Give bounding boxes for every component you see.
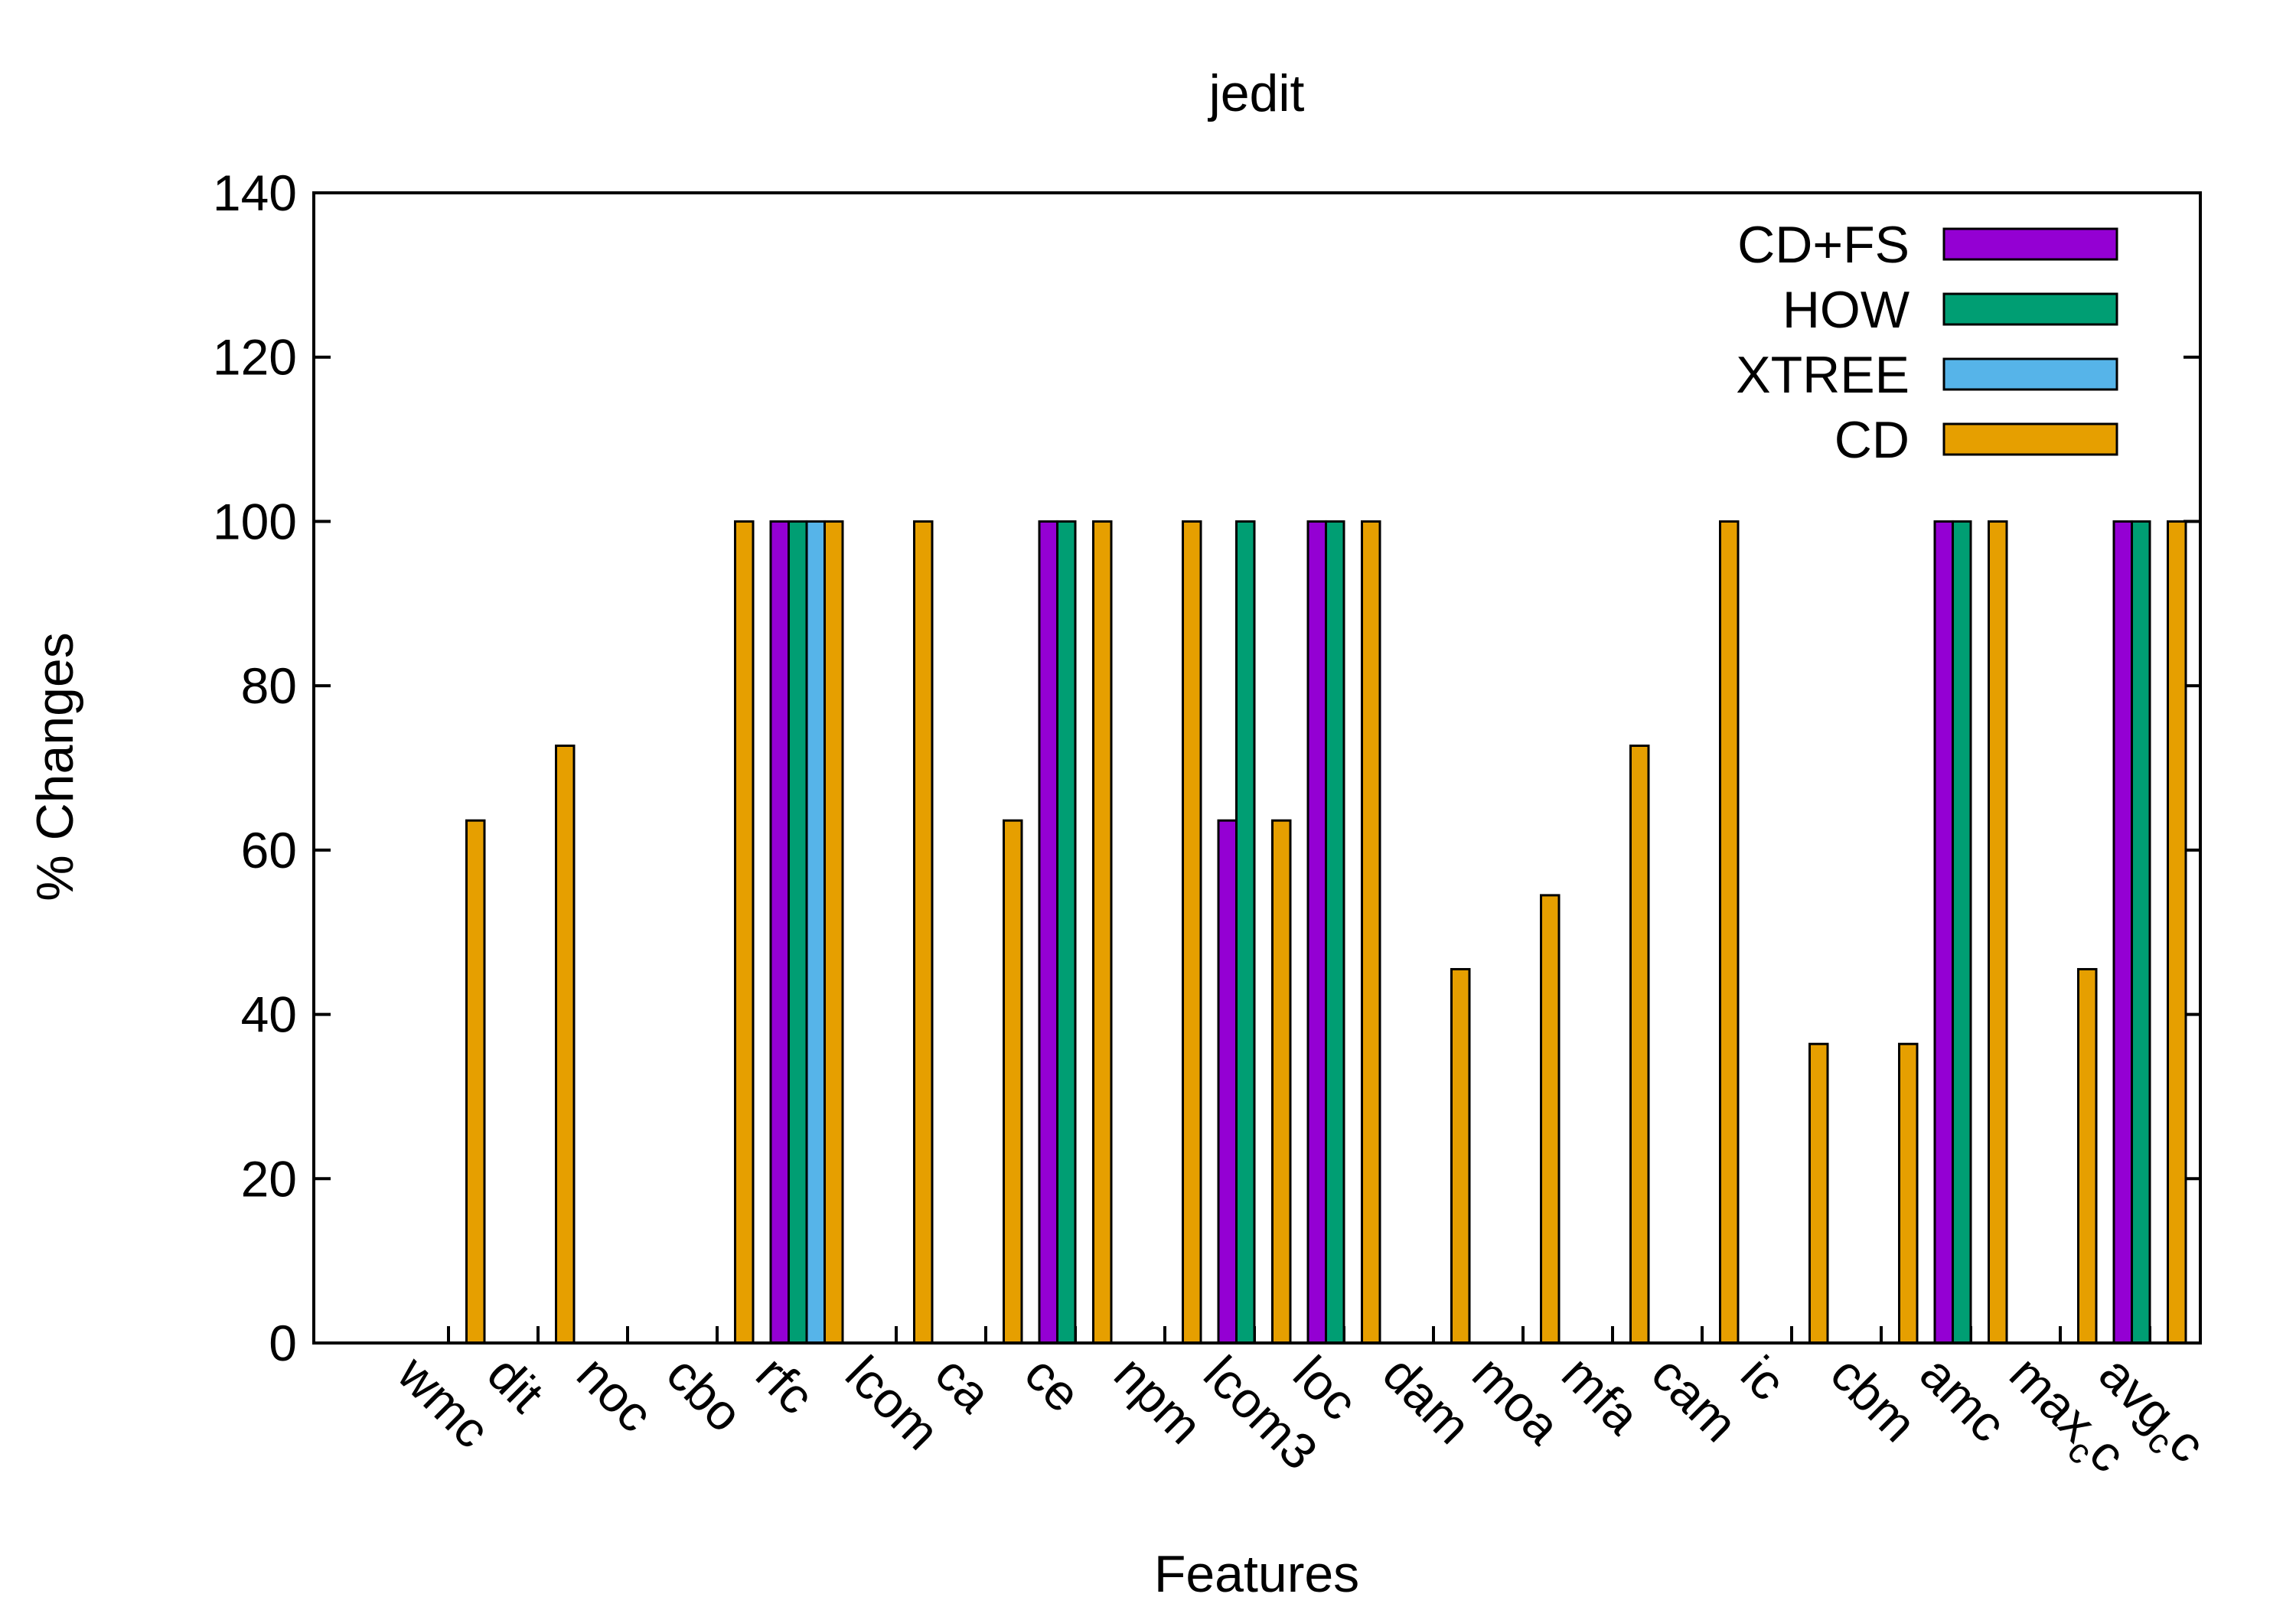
x-tick-label: cbo [656, 1345, 754, 1443]
bar-cd-fs-rfc [769, 520, 790, 1345]
bar-cd-loc [1361, 520, 1381, 1345]
plot-frame [312, 191, 2202, 1345]
y-tick-label: 0 [269, 1315, 297, 1371]
bar-how-loc [1325, 520, 1345, 1345]
bar-cd-lcom [913, 520, 934, 1345]
legend-swatch [1942, 292, 2118, 326]
bar-how-avgcc [2131, 520, 2151, 1345]
y-tick-label: 40 [241, 986, 297, 1043]
bar-cd-avgcc [2167, 520, 2187, 1345]
legend-swatch [1942, 422, 2118, 456]
bar-cd-rfc [823, 520, 844, 1345]
y-tick-label: 140 [213, 165, 297, 221]
legend-label: HOW [1782, 281, 1910, 339]
bar-cd-moa [1540, 894, 1561, 1345]
y-tick-label: 80 [241, 657, 297, 714]
bar-cd-fs-loc [1306, 520, 1327, 1345]
bar-cd-maxcc [2077, 968, 2098, 1345]
bar-cd-cam [1719, 520, 1740, 1345]
x-tick-label: cbm [1820, 1345, 1927, 1452]
bar-cd-dam [1450, 968, 1471, 1345]
x-tick-label: cam [1641, 1345, 1748, 1452]
bar-cd-fs-avgcc [2112, 520, 2133, 1345]
bar-how-amc [1952, 520, 1972, 1345]
x-tick-label: ic [1730, 1345, 1796, 1411]
bar-how-lcom3 [1235, 520, 1256, 1345]
bar-cd-wmc [465, 819, 486, 1345]
bar-cd-ca [1003, 819, 1023, 1345]
bar-cd-cbo [734, 520, 755, 1345]
y-axis-label: % Changes [26, 632, 84, 901]
x-tick-label: ce [1014, 1345, 1092, 1423]
legend-label: CD+FS [1737, 216, 1910, 274]
legend-label: XTREE [1736, 346, 1910, 404]
x-tick-label: rfc [745, 1345, 825, 1425]
bar-cd-dit [555, 745, 576, 1345]
bar-how-ce [1056, 520, 1077, 1345]
bars [447, 520, 2187, 1345]
x-tick-label: moa [1462, 1345, 1571, 1455]
x-tick-label: wmc [386, 1345, 501, 1459]
x-axis-label: Features [1154, 1545, 1359, 1603]
bar-how-rfc [788, 520, 808, 1345]
x-tick-label: mfa [1551, 1345, 1651, 1445]
bar-cd-ic [1808, 1042, 1829, 1345]
y-tick-label: 120 [213, 329, 297, 386]
y-tick-label: 60 [241, 822, 297, 878]
bar-cd-fs-lcom3 [1217, 819, 1238, 1345]
y-tick-label: 100 [213, 493, 297, 549]
x-tick-label: lcom [835, 1345, 951, 1461]
bar-cd-amc [1988, 520, 2008, 1345]
legend-swatch [1942, 227, 2118, 261]
y-tick-label: 20 [241, 1150, 297, 1207]
bar-cd-ce [1092, 520, 1113, 1345]
x-tick-label: npm [1104, 1345, 1213, 1455]
y-axis-ticks: 0 20 40 60 80 100 120 140 [213, 165, 2200, 1371]
bar-cd-npm [1182, 520, 1202, 1345]
legend-swatch [1942, 357, 2118, 391]
legend-label: CD [1835, 411, 1910, 469]
chart-title: jedit [1208, 64, 1305, 122]
bar-cd-mfa [1629, 745, 1650, 1345]
bar-cd-fs-ce [1038, 520, 1058, 1345]
legend: CD+FS HOW XTREE CD [1736, 216, 2118, 469]
bar-cd-cbm [1898, 1042, 1919, 1345]
bar-cd-lcom3 [1271, 819, 1292, 1345]
bar-cd-fs-amc [1933, 520, 1954, 1345]
bar-xtree-rfc [805, 520, 826, 1345]
x-tick-label: dam [1372, 1345, 1482, 1455]
x-tick-label: amc [1910, 1345, 2017, 1452]
x-tick-label: noc [566, 1345, 664, 1443]
